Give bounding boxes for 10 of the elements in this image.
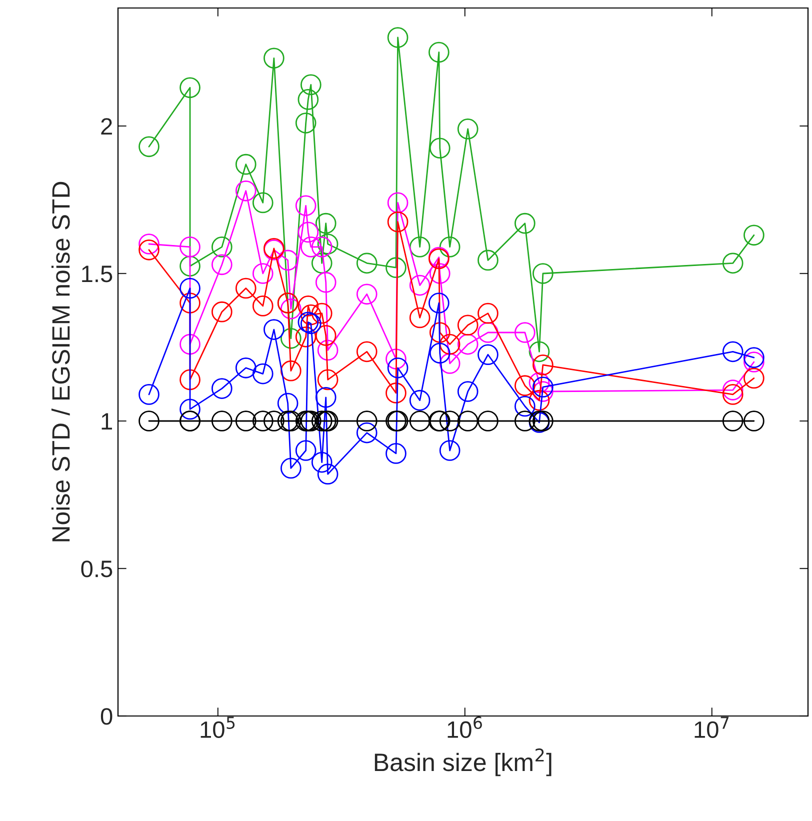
y-axis-title: Noise STD / EGSIEM noise STD — [51, 182, 70, 542]
y-tick-label: 0 — [100, 708, 112, 725]
x-axis-title: Basin size [km$^{2}$] — [374, 748, 552, 776]
y-tick-label: 1.5 — [82, 266, 112, 282]
x-tick-label: 10$^{7}$ — [694, 716, 729, 738]
x-tick-label: 10$^{6}$ — [448, 716, 482, 738]
y-tick-label: 2 — [101, 118, 112, 135]
y-tick-label: 1 — [102, 413, 112, 430]
x-tick-label: 10$^{5}$ — [200, 716, 235, 738]
y-tick-label: 0.5 — [81, 560, 112, 578]
